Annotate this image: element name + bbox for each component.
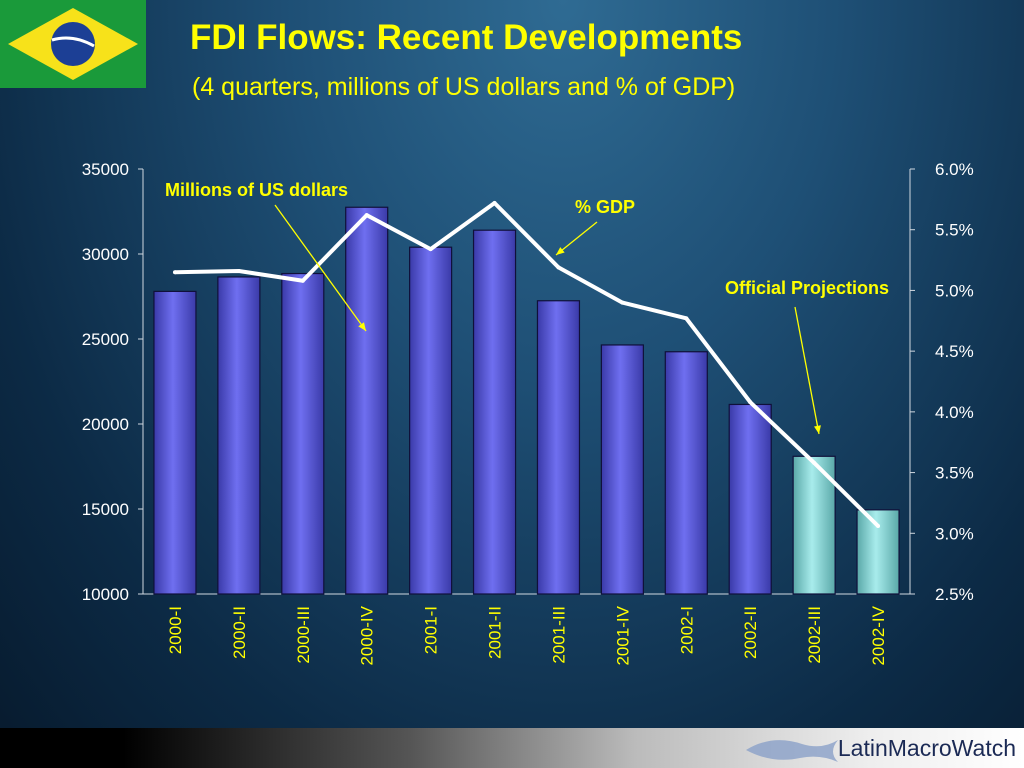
x-tick-label: 2000-III	[294, 606, 313, 664]
bar-2002-II	[728, 403, 772, 595]
brazil-flag-logo	[0, 0, 146, 88]
bar-2001-II	[472, 229, 517, 595]
y-right-tick-label: 5.5%	[935, 221, 974, 240]
x-tick-label: 2002-III	[805, 606, 824, 664]
y-right-tick-label: 4.5%	[935, 342, 974, 361]
x-tick-label: 2002-I	[677, 606, 696, 654]
annotation-gdp-arrow-head	[556, 247, 565, 255]
annotation-millions-arrow	[274, 204, 367, 332]
bar-2001-III	[536, 300, 581, 595]
bar-2001-IV	[600, 344, 644, 595]
gdp-point	[748, 400, 753, 405]
gdp-point	[492, 201, 497, 205]
footer-bar	[0, 728, 1024, 768]
annotation-millions: Millions of US dollars	[165, 180, 348, 200]
gdp-point	[300, 278, 305, 283]
x-tick-label: 2001-I	[422, 606, 441, 654]
bar-2000-III	[281, 272, 325, 595]
slide-title: FDI Flows: Recent Developments	[190, 18, 743, 57]
annotation-projections: Official Projections	[725, 278, 889, 298]
y-left-tick-label: 15000	[82, 500, 129, 519]
fdi-chart: 35000 30000 25000 20000 15000 10000 6.0% 5.5% 5.…	[82, 160, 974, 666]
x-tick-label: 2000-I	[166, 606, 185, 654]
y-right-tick-label: 6.0%	[935, 160, 974, 179]
bar-2001-I	[409, 246, 453, 595]
bar-2000-I	[153, 290, 197, 595]
x-tick-label: 2000-IV	[358, 605, 377, 665]
gdp-point	[812, 460, 817, 465]
gdp-point	[428, 247, 433, 252]
x-tick-label: 2001-II	[486, 606, 505, 659]
y-left-tick-label: 35000	[82, 160, 129, 179]
bar-2002-IV	[856, 509, 900, 595]
bar-2000-IV	[345, 206, 389, 595]
y-right-tick-label: 3.0%	[935, 524, 974, 543]
x-tick-label: 2000-II	[230, 606, 249, 659]
annotation-millions-arrow-head	[358, 322, 366, 331]
slide-subtitle: (4 quarters, millions of US dollars and …	[192, 73, 736, 101]
x-tick-label: 2001-III	[549, 606, 568, 664]
gdp-point	[364, 213, 369, 218]
fish-logo-icon	[746, 740, 838, 762]
annotation-projections-arrow-head	[814, 425, 821, 434]
y-right-tick-label: 3.5%	[935, 464, 974, 483]
annotation-gdp-arrow	[555, 221, 598, 256]
gdp-point	[684, 316, 689, 321]
x-tick-label: 2001-IV	[613, 605, 632, 665]
bar-2002-I	[664, 351, 708, 595]
gdp-point	[876, 524, 881, 528]
x-tick-label: 2002-II	[741, 606, 760, 659]
y-left-tick-label: 25000	[82, 330, 129, 349]
y-right-tick-label: 5.0%	[935, 281, 974, 300]
gdp-point	[620, 300, 625, 305]
gdp-line	[174, 201, 880, 528]
annotation-gdp: % GDP	[575, 197, 635, 217]
y-left-tick-label: 10000	[82, 585, 129, 604]
brand-name: LatinMacroWatch	[837, 735, 1016, 761]
y-right-tick-label: 4.0%	[935, 403, 974, 422]
y-left-tick-label: 30000	[82, 245, 129, 264]
y-right-tick-label: 2.5%	[935, 585, 974, 604]
y-left-tick-label: 20000	[82, 415, 129, 434]
gdp-point	[236, 269, 241, 273]
bar-2000-II	[217, 276, 261, 595]
x-tick-label: 2002-IV	[869, 605, 888, 665]
annotation-projections-arrow	[794, 306, 820, 435]
gdp-point	[172, 270, 177, 275]
gdp-point	[556, 265, 561, 270]
